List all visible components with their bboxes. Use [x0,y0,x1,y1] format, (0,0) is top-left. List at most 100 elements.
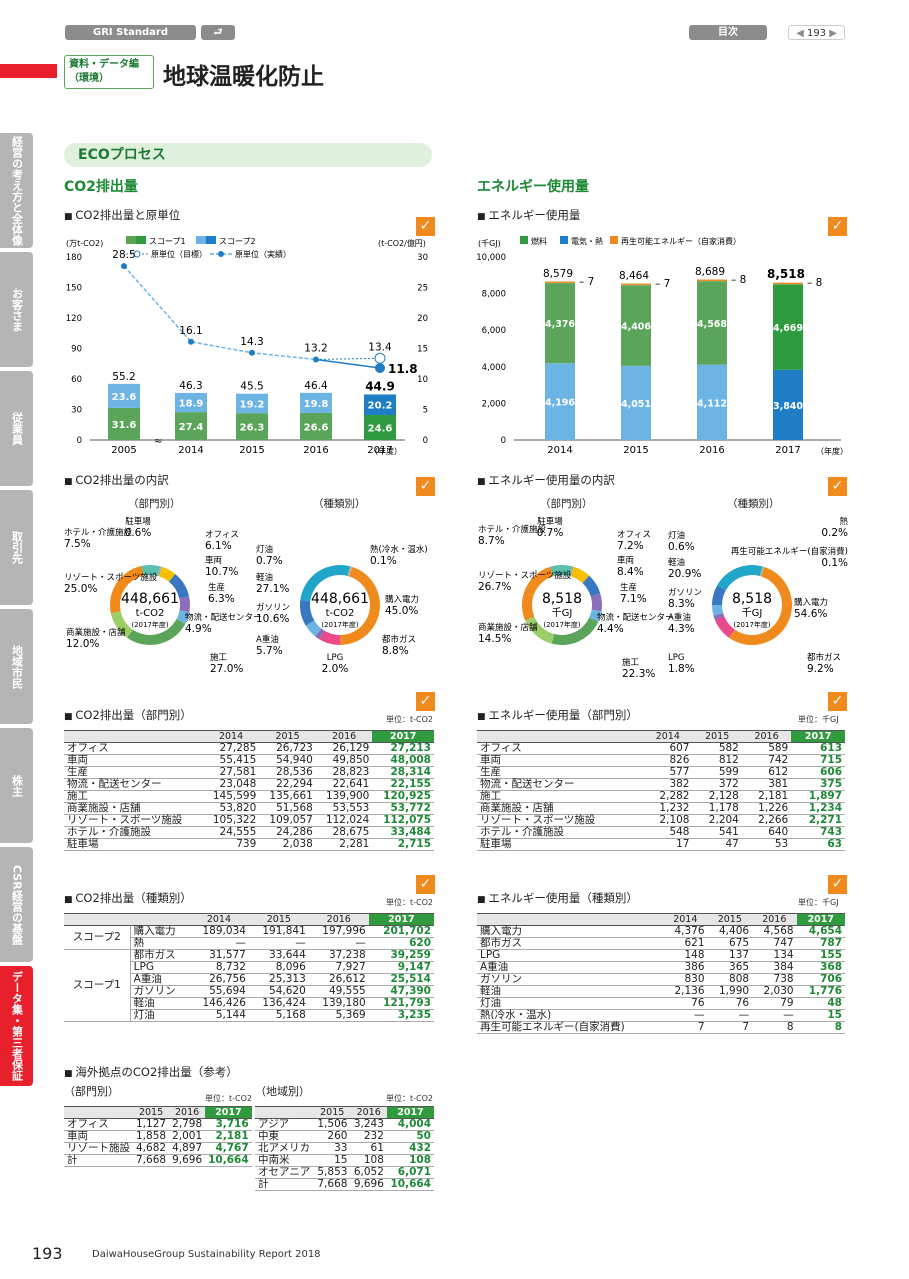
donut-value: 6.1% [205,540,232,552]
table-cell: 621 [663,937,708,950]
co2-donuts: 448,661t-CO2(2017年度)オフィス6.1%車両10.7%生産6.3… [64,516,428,675]
check-icon[interactable]: ✓ [416,217,435,236]
bar-total-label: 45.5 [240,381,263,393]
donut-value: 4.3% [668,623,695,635]
donut-label: リゾート・スポーツ施設 [64,572,158,583]
donut-total: 448,661 [121,591,179,607]
table-cell: 2,108 [643,814,693,827]
donut-label: 軽油 [256,572,273,583]
table-cell: 79 [752,997,797,1010]
donut-slice [110,611,133,638]
table-header-row: 2015 2016 2017 [255,1106,434,1119]
donut-value: 25.0% [64,583,97,595]
check-icon[interactable]: ✓ [416,875,435,894]
table-cell: 駐車場 [64,838,203,851]
sidebar-item-data[interactable]: データ集・第三者保証 [0,966,33,1086]
table-row: 商業施設・店舗 53,820 51,568 53,553 53,772 [64,802,434,815]
donut-label: 都市ガス [382,634,416,645]
bar-label-fuel: 4,112 [697,398,727,409]
overseas-title: 海外拠点のCO2排出量（参考） [64,1064,237,1080]
table-cell: 120,925 [372,790,434,803]
energy-type-unit: 単位：千GJ [798,898,839,907]
table-cell: 155 [796,949,845,962]
donut-label: 駐車場 [125,516,151,527]
bar-scope2 [236,393,268,414]
table-cell: 9,696 [169,1154,206,1167]
donut-label: LPG [668,653,684,663]
table-cell: 熱 [130,937,189,950]
prev-page-icon[interactable]: ◀ [796,28,804,39]
energy-dept-table-title: エネルギー使用量（部門別） [477,707,638,723]
table-cell: 39,259 [368,949,434,962]
sidebar-item-community[interactable]: 地域市民 [0,609,33,724]
check-icon[interactable]: ✓ [828,875,847,894]
check-icon[interactable]: ✓ [828,217,847,236]
next-page-icon[interactable]: ▶ [829,28,837,39]
check-icon[interactable]: ✓ [416,692,435,711]
donut-value: 0.7% [537,527,564,539]
legend-target-marker [133,250,141,258]
y2-tick-label: 15 [417,345,428,355]
table-cell: 375 [791,778,845,791]
check-icon[interactable]: ✓ [828,692,847,711]
donut-value: 0.7% [256,555,283,567]
table-cell: 47 [692,838,742,851]
donut-value: 1.8% [668,663,695,675]
table-cell: 1,178 [692,802,742,815]
table-cell: A重油 [477,961,664,974]
page-nav[interactable]: ◀ 193 ▶ [788,25,845,40]
bar-scope2 [300,392,332,413]
legend-swatch-fuel [520,236,528,244]
check-icon[interactable]: ✓ [416,477,435,496]
axis-break: ≈ [154,436,162,447]
bar-electricity [545,283,575,364]
donut-value: 2.0% [322,663,349,675]
overseas-dept-table: 2015 2016 2017 オフィス 1,127 2,798 3,716 車両 1,858 2,… [64,1106,252,1167]
legend-swatch-scope1 [126,236,136,244]
donut-slice [347,566,352,577]
table-cell: 607 [643,742,693,755]
overseas-region-table: 2015 2016 2017 アジア 1,506 3,243 4,004 中東 260 232 50… [255,1106,434,1191]
year-suffix: （年度） [816,446,848,456]
donut-value: 0.6% [668,541,695,553]
table-cell: A重油 [130,973,189,986]
donut-value: 10.6% [256,613,289,625]
y-tick-label: 6,000 [482,326,506,336]
table-cell: 5,168 [248,1009,309,1022]
bar-total-label: 44.9 [365,379,395,393]
table-cell: 189,034 [188,925,249,938]
y-tick-label: 8,000 [482,290,506,300]
table-cell: 432 [386,1142,434,1155]
bar-scope2 [108,383,140,408]
donut-value: 4.9% [185,623,212,635]
table-cell: 76 [707,997,753,1010]
column-header [477,913,664,926]
donut-value: 27.0% [210,663,243,675]
donut-slice [522,566,554,621]
check-icon[interactable]: ✓ [828,477,847,496]
table-cell: 26,723 [259,742,316,755]
gri-standard-tab[interactable]: GRI Standard [65,25,196,40]
dept-label: （部門別） [540,498,593,510]
sidebar-item-management[interactable]: 経営の考え方と全体像 [0,133,33,248]
back-button[interactable]: ⮐ [201,25,235,40]
sidebar-item-business-partners[interactable]: 取引先 [0,490,33,605]
intensity-label: 13.2 [304,342,327,354]
renewable-label: – 7 [579,276,594,288]
table-cell: 6,071 [386,1166,434,1179]
toc-button[interactable]: 目次 [689,25,767,40]
energy-chart: (千GJ) 燃料 電気・熱 再生可能エネルギー（自家消費） 0 2,000 4,00… [476,236,848,456]
legend-actual-marker [218,251,224,257]
bar-fuel [773,369,803,440]
table-row: オフィス 607 582 589 613 [477,742,845,755]
table-cell: 26,612 [308,973,369,986]
table-cell: 2,266 [741,814,792,827]
table-cell: 4,654 [796,925,845,938]
table-header-row: 2014 2015 2016 2017 [64,913,434,926]
sidebar-item-shareholders[interactable]: 株主 [0,728,33,843]
sidebar-item-csr[interactable]: CSR経営の基盤 [0,847,33,962]
table-cell: 軽油 [130,997,189,1010]
sidebar-item-employees[interactable]: 従業員 [0,371,33,486]
donut-value: 9.2% [807,663,834,675]
sidebar-item-customers[interactable]: お客さま [0,252,33,367]
